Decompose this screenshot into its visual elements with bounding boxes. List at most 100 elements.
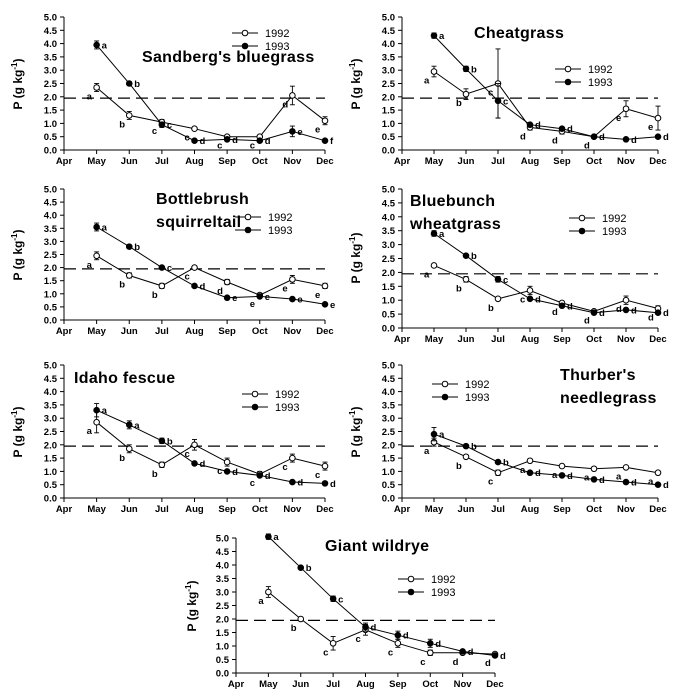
- significance-letter: d: [599, 475, 605, 486]
- x-tick-label: May: [87, 504, 106, 515]
- data-point-1992: [321, 117, 329, 125]
- x-tick-label: Nov: [617, 504, 636, 515]
- significance-letter: b: [119, 453, 125, 464]
- y-tick-label: 1.5: [44, 454, 58, 465]
- series-line-1992: [433, 71, 659, 138]
- data-point-1993: [321, 480, 329, 487]
- significance-letter: d: [535, 120, 541, 131]
- significance-letter: d: [616, 304, 622, 315]
- x-tick-label: Sep: [218, 156, 236, 167]
- x-tick-label: Oct: [586, 156, 603, 167]
- y-axis-label: P (g kg-1): [348, 407, 363, 458]
- y-tick-label: 0.5: [44, 132, 58, 143]
- data-point-1992: [125, 445, 133, 453]
- x-tick-label: Jun: [458, 334, 475, 345]
- y-tick-label: 5.0: [44, 185, 57, 196]
- panel-1: 0.0 0.5 1.0 1.5 2.0 2.5 3.0 3.5 4.0 4.5 5.0 Apr May J…: [10, 13, 334, 168]
- significance-letter: b: [167, 436, 173, 447]
- y-tick-label: 1.0: [216, 642, 229, 653]
- x-tick-label: Jun: [121, 326, 138, 337]
- significance-letter: d: [567, 301, 573, 312]
- y-tick-label: 1.5: [382, 282, 396, 293]
- legend-marker: [407, 575, 415, 583]
- data-point-1993: [125, 80, 133, 87]
- series-line-1993: [96, 409, 326, 484]
- y-tick-label: 0.0: [44, 146, 57, 157]
- significance-letter: d: [435, 639, 441, 650]
- legend-marker: [407, 588, 415, 596]
- significance-letter: d: [403, 631, 409, 642]
- significance-letter: d: [552, 135, 558, 146]
- data-point-1993: [558, 302, 566, 310]
- data-point-1992: [223, 278, 231, 286]
- data-point-1993: [430, 430, 438, 438]
- y-axis-label-exponent: -1: [10, 233, 19, 241]
- x-tick-label: Aug: [356, 679, 375, 690]
- legend-label: 1993: [602, 226, 626, 238]
- y-tick-label: 1.0: [382, 467, 395, 478]
- series-line-1992: [96, 87, 326, 138]
- significance-letter: d: [648, 313, 654, 324]
- y-tick-label: 3.5: [44, 52, 58, 63]
- y-tick-label: 3.0: [44, 414, 57, 425]
- significance-letter: b: [152, 469, 158, 480]
- significance-letter: a: [102, 40, 108, 51]
- significance-letter: d: [631, 478, 637, 489]
- y-axis-label-exponent: -1: [348, 62, 357, 70]
- data-point-1992: [93, 84, 100, 91]
- x-tick-label: May: [259, 679, 278, 690]
- data-point-1993: [590, 309, 598, 317]
- significance-letter: a: [258, 596, 264, 607]
- y-tick-label: 3.5: [382, 226, 396, 237]
- data-point-1992: [622, 296, 630, 304]
- x-tick-label: Sep: [553, 504, 571, 515]
- legend-marker: [244, 226, 252, 234]
- x-tick-label: May: [425, 504, 444, 515]
- series-line-1992: [96, 421, 326, 475]
- data-point-1992: [191, 264, 198, 271]
- data-point-1993: [394, 631, 402, 639]
- y-tick-label: 3.0: [44, 237, 57, 248]
- x-tick-label: Dec: [316, 326, 333, 337]
- data-point-1993: [362, 623, 369, 631]
- data-point-1993: [462, 442, 470, 450]
- y-tick-label: 4.5: [44, 374, 58, 385]
- significance-letter: c: [356, 634, 361, 645]
- data-point-1993: [93, 406, 100, 414]
- significance-letter: c: [420, 657, 425, 668]
- y-tick-label: 4.0: [382, 212, 395, 223]
- x-tick-label: Jun: [292, 679, 309, 690]
- significance-letter: d: [265, 471, 271, 482]
- significance-letter: d: [200, 459, 206, 470]
- data-point-1993: [93, 41, 100, 49]
- significance-letter: c: [503, 96, 508, 107]
- x-tick-label: Aug: [521, 504, 540, 515]
- significance-letter: e: [282, 283, 287, 294]
- significance-letter: a: [87, 426, 93, 437]
- y-tick-label: 1.0: [44, 289, 57, 300]
- data-point-1993: [459, 648, 466, 655]
- significance-letter: c: [282, 462, 287, 473]
- significance-letter: d: [631, 305, 637, 316]
- panel-6: 0.0 0.5 1.0 1.5 2.0 2.5 3.0 3.5 4.0 4.5 5.0 Apr May J…: [348, 361, 669, 516]
- significance-letter: b: [456, 283, 462, 294]
- y-tick-label: 0.0: [382, 146, 395, 157]
- significance-letter: c: [185, 133, 190, 144]
- x-tick-label: Sep: [389, 679, 407, 690]
- significance-letter: b: [456, 461, 462, 472]
- series-line-1993: [433, 433, 659, 486]
- y-tick-label: 4.5: [382, 374, 396, 385]
- x-tick-label: Apr: [394, 156, 411, 167]
- data-point-1992: [297, 615, 305, 623]
- data-point-1993: [622, 478, 630, 486]
- significance-letter: e: [297, 295, 302, 306]
- panel-title: Giant wildrye: [325, 538, 429, 555]
- panel-title: squirreltail: [156, 214, 241, 231]
- x-tick-label: Sep: [218, 504, 236, 515]
- legend-label: 1993: [275, 402, 299, 414]
- panel-2: 0.0 0.5 1.0 1.5 2.0 2.5 3.0 3.5 4.0 4.5 5.0 Apr May J…: [348, 13, 669, 168]
- data-point-1993: [654, 309, 662, 317]
- data-point-1992: [394, 640, 402, 647]
- data-point-1993: [654, 133, 662, 140]
- legend-label: 1992: [465, 379, 489, 391]
